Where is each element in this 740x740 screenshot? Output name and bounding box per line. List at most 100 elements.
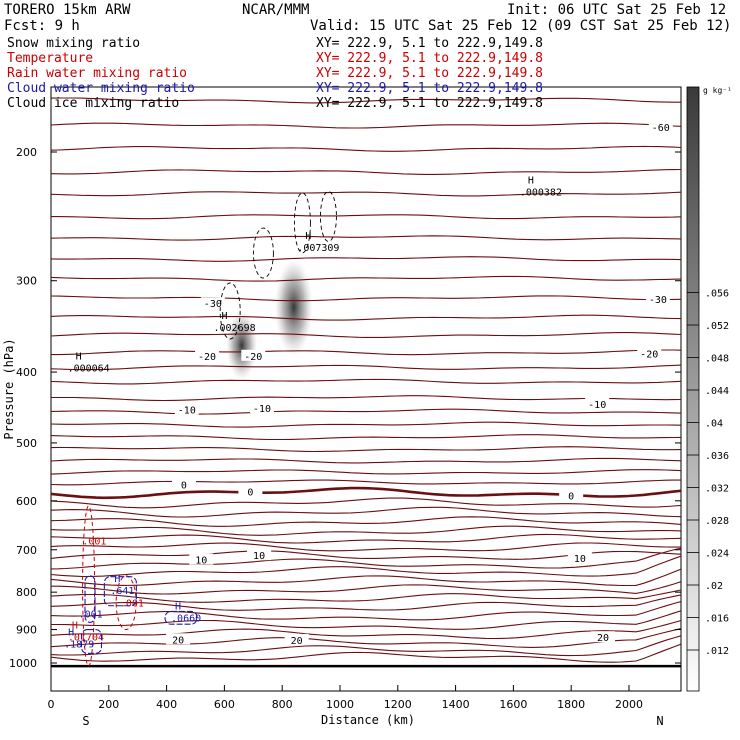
temperature-contour-13 <box>51 542 681 552</box>
cloud-water-contour-2 <box>84 575 96 623</box>
cloud-water-max-marker-0: H <box>114 574 120 585</box>
x-tick-label-2: 400 <box>156 698 177 711</box>
temperature-contour-27 <box>51 395 681 402</box>
temperature-contour-39 <box>51 168 681 175</box>
temperature-label-3: 10 <box>195 556 207 567</box>
temperature-label-9: -10 <box>178 405 196 416</box>
temperature-contour-14 <box>51 533 681 544</box>
x-axis-title: Distance (km) <box>321 713 415 727</box>
x-tick-label-5: 1000 <box>326 698 354 711</box>
cloud-water-max-marker-1: H <box>175 602 181 613</box>
plot-layer: 20 20 20 10 10 10 0 0 0 -10 -10 -10 -20 -20 -20 -30 -30 -… <box>51 97 681 668</box>
cloud-ice-contour-3 <box>319 190 337 242</box>
cloud-ice-contour-1 <box>252 227 274 279</box>
temperature-contour-10 <box>51 555 681 578</box>
cloud-water-contour-0 <box>103 576 137 607</box>
temperature-contour-42 <box>51 97 681 104</box>
temperature-label-8: 0 <box>568 491 574 502</box>
temperature-contour-33 <box>51 295 681 302</box>
temperature-contour-9 <box>51 568 681 587</box>
temperature-label-4: 10 <box>253 551 265 562</box>
cloud-ice-max-value-1: .000382 <box>520 187 562 198</box>
temperature-contour-29 <box>51 364 681 371</box>
temperature-contour-32 <box>51 314 681 321</box>
axis-layer: 0 200 400 600 800 1000 1200 1400 1600 1800 2000200… <box>9 146 681 711</box>
temperature-label-13: -20 <box>244 352 262 363</box>
legend-label-1: Temperature <box>7 51 93 66</box>
legend-label-3: Cloud water mixing ratio <box>7 81 195 96</box>
legend: Snow mixing ratio XY= 222.9, 5.1 to 222.9… <box>7 36 543 111</box>
colorbar-tick-label-3: .024 <box>705 549 729 560</box>
colorbar-unit: g kg⁻¹ <box>703 86 732 95</box>
rain-label-1: .001 <box>120 599 144 610</box>
temperature-label-bg-14 <box>637 347 662 359</box>
valid-time: Valid: 15 UTC Sat 25 Feb 12 (09 CST Sat … <box>310 18 731 34</box>
legend-label-2: Rain water mixing ratio <box>7 66 187 81</box>
temperature-contour-22 <box>51 457 681 464</box>
x-tick-label-6: 1200 <box>384 698 412 711</box>
temperature-contour-24 <box>51 434 681 441</box>
colorbar-tick-label-1: .016 <box>705 614 729 625</box>
temperature-contour-18 <box>51 497 681 509</box>
cloud-ice-max-marker-3: H <box>222 311 228 322</box>
x-tick-label-9: 1800 <box>557 698 585 711</box>
temperature-contour-28 <box>51 378 681 385</box>
temperature-contour-26 <box>51 408 681 415</box>
x-tick-label-0: 0 <box>48 698 55 711</box>
temperature-contour-5 <box>51 600 681 621</box>
temperature-label-0: 20 <box>172 635 184 646</box>
temperature-contour-1 <box>51 635 681 657</box>
temperature-contour-17 <box>51 506 681 518</box>
temperature-label-bg-1 <box>284 633 309 645</box>
colorbar-tick-label-4: .028 <box>705 516 729 527</box>
legend-xy-1: XY= 222.9, 5.1 to 222.9,149.8 <box>316 51 543 66</box>
y-tick-label-6: 800 <box>16 586 37 599</box>
x-tick-label-3: 600 <box>214 698 235 711</box>
temperature-contour-35 <box>51 256 681 262</box>
cloud-water-max-value-1: .0660 <box>171 614 201 625</box>
x-tick-label-10: 2000 <box>615 698 643 711</box>
temperature-label-bg-8 <box>559 489 584 501</box>
snow-shading-0 <box>226 310 258 380</box>
temperature-contour-15 <box>51 525 681 536</box>
temperature-label-11: -10 <box>588 400 606 411</box>
model-title: TORERO 15km ARW <box>4 2 131 18</box>
temperature-contour-3 <box>51 619 681 640</box>
colorbar-tick-label-0: .012 <box>705 646 729 657</box>
rain-max-value-0: .01704 <box>68 633 104 644</box>
temperature-contour-21 <box>51 469 681 475</box>
temperature-label-bg-0 <box>166 633 191 645</box>
cloud-water-max-value-0: .641 <box>110 586 134 597</box>
temperature-label-bg-7 <box>238 485 263 497</box>
temperature-label-bg-6 <box>171 478 196 490</box>
temperature-contour-7 <box>51 589 681 603</box>
temperature-label-2: 20 <box>597 633 609 644</box>
temperature-label-bg-13 <box>241 349 266 361</box>
plot-frame <box>50 86 682 692</box>
y-tick-label-4: 600 <box>16 495 37 508</box>
temperature-label-bg-15 <box>200 297 225 309</box>
temperature-contour-20 <box>51 479 681 486</box>
legend-xy-2: XY= 222.9, 5.1 to 222.9,149.8 <box>316 66 543 81</box>
y-tick-label-2: 400 <box>16 366 37 379</box>
legend-xy-0: XY= 222.9, 5.1 to 222.9,149.8 <box>316 36 543 51</box>
temperature-label-bg-5 <box>567 551 592 563</box>
legend-label-0: Snow mixing ratio <box>7 36 140 51</box>
temperature-contour-30 <box>51 349 681 356</box>
cloud-water-max-value-2: .001 <box>79 609 103 620</box>
temperature-contour-34 <box>51 275 681 282</box>
temperature-contour-11 <box>51 547 681 570</box>
forecast-hour: Fcst: 9 h <box>4 18 80 34</box>
temperature-contour-0 <box>51 643 681 663</box>
temperature-label-bg-2 <box>590 631 615 643</box>
temperature-contour-2 <box>51 627 681 648</box>
y-tick-label-5: 700 <box>16 544 37 557</box>
north-end-label: N <box>656 714 663 728</box>
temperature-label-7: 0 <box>247 488 253 499</box>
temperature-label-bg-11 <box>585 397 610 409</box>
cloud-ice-max-value-3: .002698 <box>214 323 256 334</box>
cloud-ice-max-marker-2: H <box>305 231 311 242</box>
organization-label: NCAR/MMM <box>242 2 309 18</box>
temperature-label-15: -30 <box>204 299 222 310</box>
